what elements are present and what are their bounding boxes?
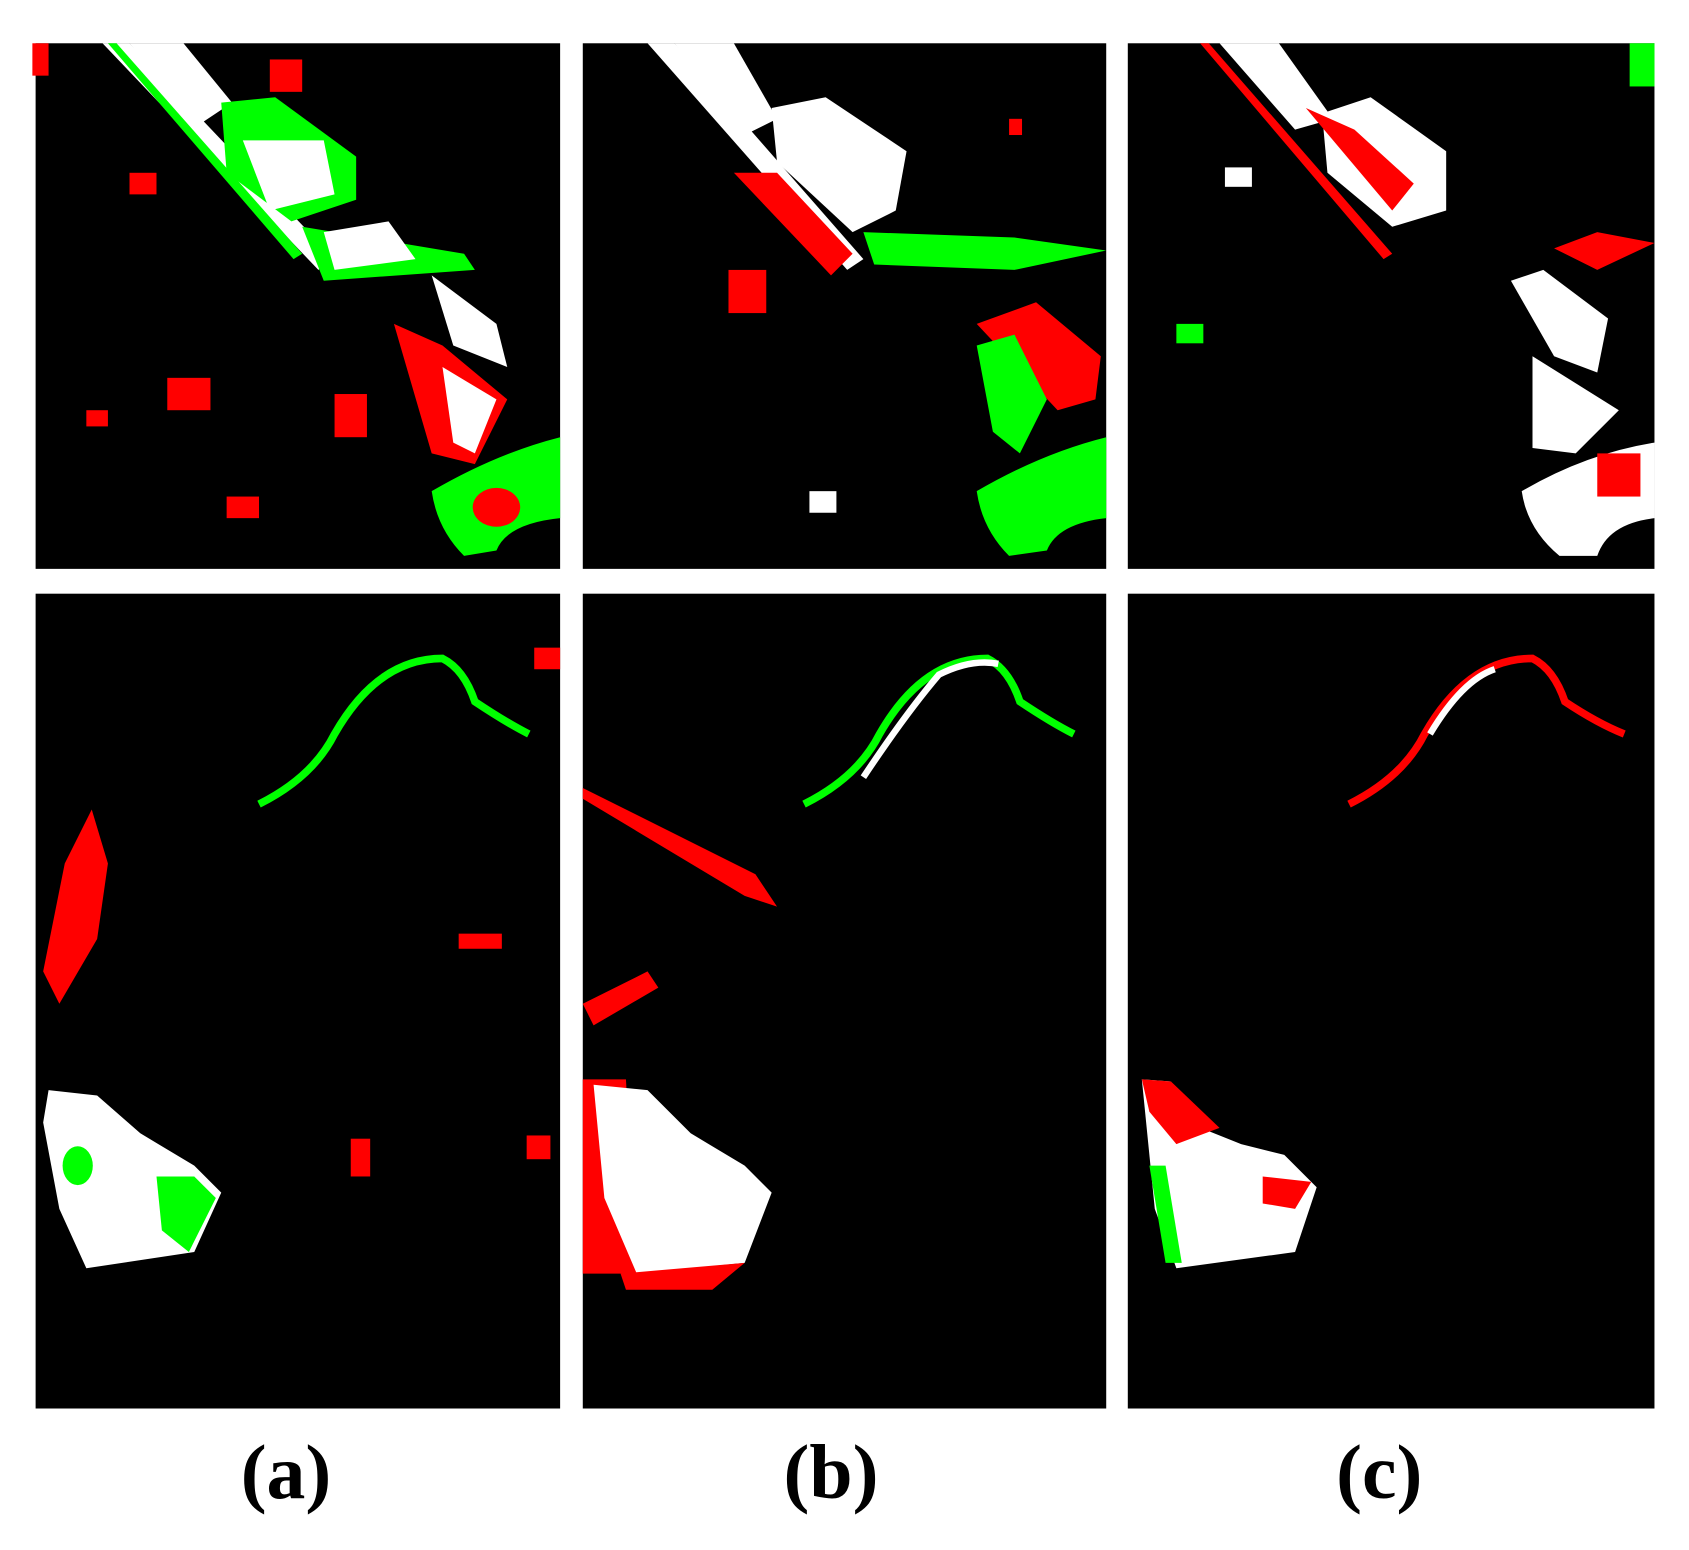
panel-c-bottom xyxy=(1127,593,1655,1409)
panel-b-top xyxy=(582,43,1107,569)
panel-label: (c) xyxy=(1336,1429,1422,1515)
panel-b-bottom xyxy=(582,593,1107,1409)
panel-label: (a) xyxy=(241,1429,332,1515)
panel-c-top xyxy=(1127,43,1655,569)
panel-a-top xyxy=(32,43,561,569)
panel-label: (b) xyxy=(784,1429,879,1515)
panel-a-bottom xyxy=(35,593,561,1409)
